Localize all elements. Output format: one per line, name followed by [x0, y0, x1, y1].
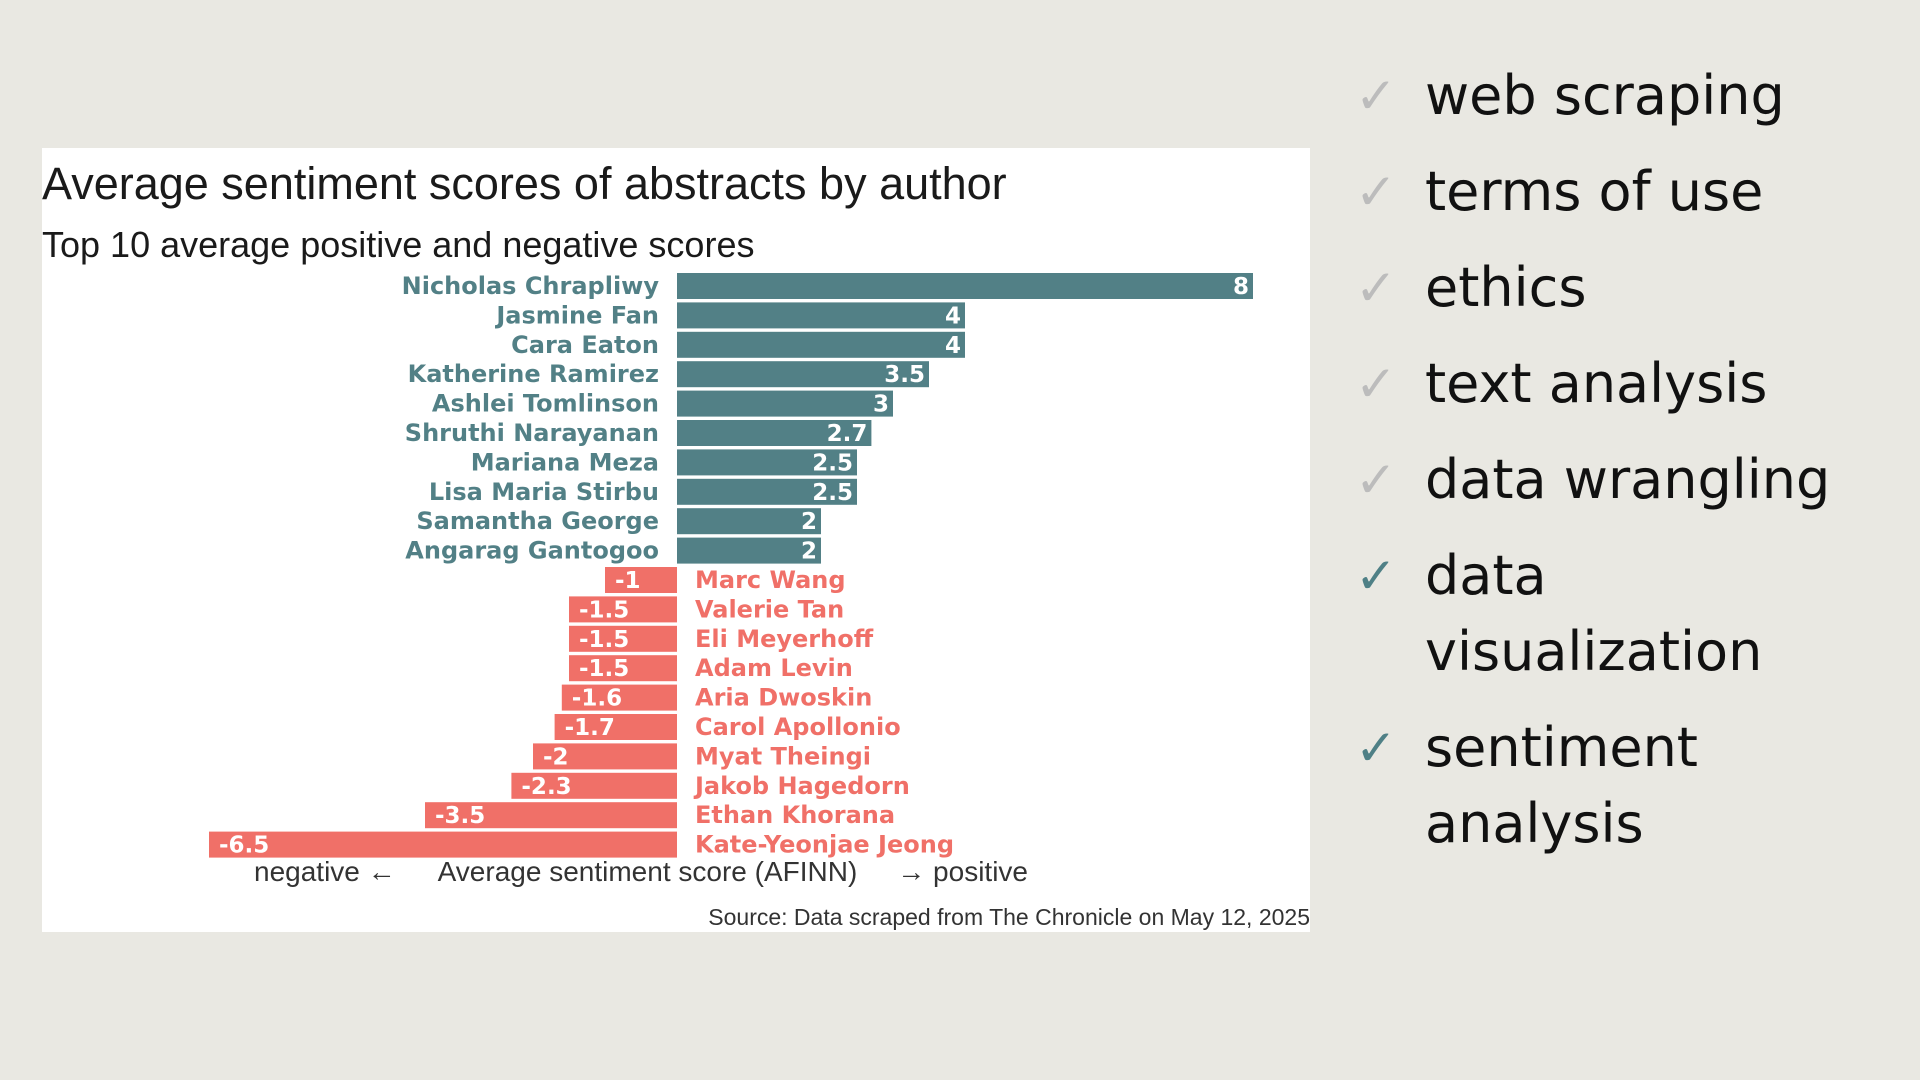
bar — [605, 567, 677, 593]
bar-value-label: -2 — [543, 744, 569, 770]
bar-value-label: 8 — [1233, 274, 1249, 300]
checklist-item: ✓ text analysis — [1355, 346, 1915, 422]
bar-value-label: -1.6 — [572, 686, 622, 712]
bar — [209, 831, 677, 858]
bar — [569, 596, 677, 623]
checklist-item: ✓ ethics — [1355, 250, 1915, 326]
bar — [677, 508, 821, 535]
bar-chart: 8 Nicholas Chrapliwy 4 Jasmine Fan 4 Cara Eat… — [209, 272, 1253, 859]
bar — [569, 655, 677, 682]
x-axis-negative-label: negative ← — [254, 856, 396, 887]
checklist-item-label: text analysis — [1425, 352, 1768, 415]
bar — [425, 802, 677, 829]
bar-value-label: -1.7 — [565, 715, 615, 741]
category-label: Ashlei Tomlinson — [432, 390, 659, 418]
category-label: Marc Wang — [695, 566, 846, 594]
category-label: Katherine Ramirez — [408, 360, 659, 388]
bar — [677, 331, 965, 358]
check-icon: ✓ — [1355, 451, 1397, 509]
checklist-item-label: terms of use — [1425, 160, 1764, 223]
category-label: Ethan Khorana — [695, 801, 895, 829]
bar — [677, 478, 857, 505]
category-label: Samantha George — [416, 507, 659, 535]
bar — [561, 684, 677, 711]
checklist-item: ✓ data wrangling — [1355, 442, 1915, 518]
bar — [677, 449, 857, 476]
chart-title: Average sentiment scores of abstracts by… — [42, 158, 1007, 209]
bar-value-label: 4 — [945, 333, 961, 359]
check-icon: ✓ — [1355, 67, 1397, 125]
category-label: Angarag Gantogoo — [405, 537, 659, 565]
category-label: Adam Levin — [695, 654, 853, 682]
category-label: Myat Theingi — [695, 742, 871, 770]
bar-value-label: -1.5 — [579, 597, 629, 623]
source-note: Source: Data scraped from The Chronicle … — [708, 904, 1310, 930]
category-label: Mariana Meza — [471, 448, 659, 476]
bar-value-label: -2.3 — [521, 774, 571, 800]
x-axis-label-row: negative ← Average sentiment score (AFIN… — [254, 856, 1028, 888]
category-label: Kate-Yeonjae Jeong — [695, 831, 954, 859]
bar — [554, 714, 677, 740]
x-axis-positive-label: → positive — [897, 856, 1028, 887]
category-label: Shruthi Narayanan — [405, 419, 659, 447]
checklist-item-label: web scraping — [1425, 64, 1785, 127]
bar-value-label: 2 — [801, 509, 817, 535]
category-label: Jasmine Fan — [494, 301, 659, 329]
checklist-item-label: ethics — [1425, 256, 1587, 319]
category-label: Jakob Hagedorn — [693, 772, 910, 800]
bar-value-label: 2.5 — [812, 480, 853, 506]
bar — [533, 743, 677, 770]
bar — [677, 537, 821, 564]
bar — [677, 273, 1253, 299]
bar-value-label: -3.5 — [435, 803, 485, 829]
checklist-item-label: sentiment analysis — [1425, 716, 1698, 855]
bar-value-label: 2.7 — [827, 421, 868, 447]
check-icon: ✓ — [1355, 163, 1397, 221]
bar-value-label: 2 — [801, 539, 817, 565]
bar — [677, 420, 872, 446]
category-label: Cara Eaton — [511, 331, 659, 359]
x-axis-label: Average sentiment score (AFINN) — [437, 856, 858, 887]
checklist-item-label: data wrangling — [1425, 448, 1831, 511]
check-icon: ✓ — [1355, 259, 1397, 317]
category-label: Eli Meyerhoff — [695, 625, 874, 653]
checklist-item: ✓ terms of use — [1355, 154, 1915, 230]
bar-value-label: 4 — [945, 303, 961, 329]
bar-value-label: -1 — [615, 568, 641, 594]
category-label: Valerie Tan — [695, 595, 844, 623]
check-icon: ✓ — [1355, 547, 1397, 605]
category-label: Nicholas Chrapliwy — [402, 272, 660, 300]
bar-value-label: -1.5 — [579, 656, 629, 682]
category-label: Carol Apollonio — [695, 713, 901, 741]
bar — [511, 772, 677, 799]
checklist-item: ✓ web scraping — [1355, 58, 1915, 134]
category-label: Lisa Maria Stirbu — [429, 478, 659, 506]
bar — [677, 390, 893, 417]
bar-value-label: -6.5 — [219, 833, 269, 859]
category-label: Aria Dwoskin — [695, 684, 872, 712]
bar-value-label: 2.5 — [812, 450, 853, 476]
checklist-item: ✓ sentiment analysis — [1355, 710, 1915, 862]
bar-value-label: -1.5 — [579, 627, 629, 653]
bar — [677, 361, 929, 388]
chart-subtitle: Top 10 average positive and negative sco… — [42, 224, 755, 265]
check-icon: ✓ — [1355, 355, 1397, 413]
checklist-item: ✓ data visualization — [1355, 538, 1915, 690]
bar — [569, 625, 677, 652]
check-icon: ✓ — [1355, 719, 1397, 777]
bar-value-label: 3 — [873, 392, 889, 418]
bar — [677, 302, 965, 329]
bar-value-label: 3.5 — [884, 362, 925, 388]
chart-panel: Average sentiment scores of abstracts by… — [42, 148, 1310, 932]
topic-checklist: ✓ web scraping ✓ terms of use ✓ ethics ✓ text a… — [1355, 58, 1915, 882]
checklist-item-label: data visualization — [1425, 544, 1763, 683]
